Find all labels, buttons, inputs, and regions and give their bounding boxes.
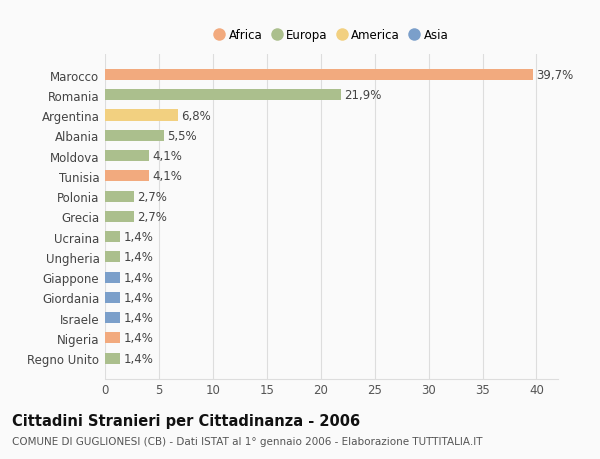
Text: 2,7%: 2,7% xyxy=(137,210,167,224)
Text: 21,9%: 21,9% xyxy=(344,89,382,102)
Bar xyxy=(105,110,178,121)
Text: Cittadini Stranieri per Cittadinanza - 2006: Cittadini Stranieri per Cittadinanza - 2… xyxy=(12,413,360,428)
Text: 1,4%: 1,4% xyxy=(124,352,153,365)
Bar xyxy=(105,313,120,324)
Bar xyxy=(105,252,120,263)
Bar xyxy=(105,171,149,182)
Bar xyxy=(105,231,120,243)
Bar xyxy=(105,191,134,202)
Text: 4,1%: 4,1% xyxy=(152,170,182,183)
Text: 1,4%: 1,4% xyxy=(124,332,153,345)
Bar xyxy=(105,130,164,141)
Text: 2,7%: 2,7% xyxy=(137,190,167,203)
Text: COMUNE DI GUGLIONESI (CB) - Dati ISTAT al 1° gennaio 2006 - Elaborazione TUTTITA: COMUNE DI GUGLIONESI (CB) - Dati ISTAT a… xyxy=(12,436,482,446)
Bar xyxy=(105,353,120,364)
Text: 1,4%: 1,4% xyxy=(124,271,153,284)
Text: 5,5%: 5,5% xyxy=(167,129,197,142)
Bar xyxy=(105,292,120,303)
Bar xyxy=(105,333,120,344)
Text: 1,4%: 1,4% xyxy=(124,251,153,264)
Text: 1,4%: 1,4% xyxy=(124,230,153,244)
Text: 4,1%: 4,1% xyxy=(152,150,182,162)
Bar xyxy=(105,70,533,81)
Bar xyxy=(105,272,120,283)
Legend: Africa, Europa, America, Asia: Africa, Europa, America, Asia xyxy=(215,28,448,42)
Text: 6,8%: 6,8% xyxy=(182,109,211,122)
Bar xyxy=(105,211,134,223)
Bar xyxy=(105,90,341,101)
Bar xyxy=(105,151,149,162)
Text: 1,4%: 1,4% xyxy=(124,312,153,325)
Text: 1,4%: 1,4% xyxy=(124,291,153,304)
Text: 39,7%: 39,7% xyxy=(536,69,574,82)
